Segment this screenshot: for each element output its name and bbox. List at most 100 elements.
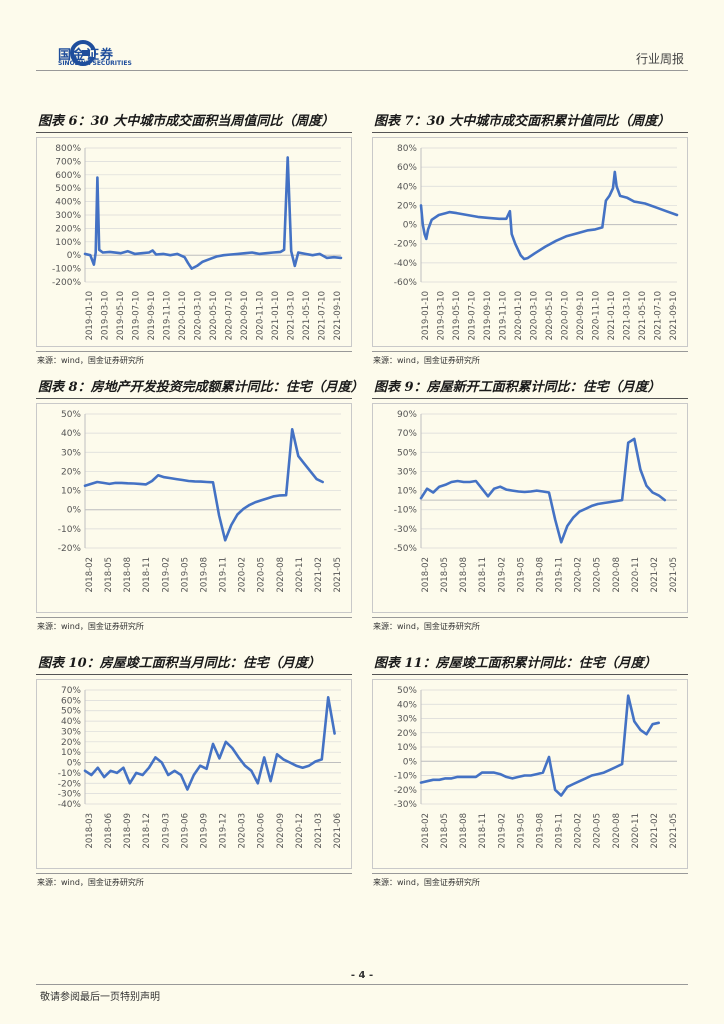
y-tick-label: -20% [58, 544, 82, 554]
chart-source: 来源：wind，国金证券研究所 [36, 351, 352, 366]
x-tick-label: 2018-02 [85, 557, 95, 593]
y-tick-label: -10% [394, 506, 418, 516]
chart-title: 图表 10：房屋竣工面积当月同比：住宅（月度） [36, 652, 352, 675]
y-tick-label: 0% [67, 251, 82, 261]
y-tick-label: 20% [397, 729, 417, 739]
x-tick-label: 2019-11 [555, 813, 565, 849]
x-tick-label: 2019-12 [219, 813, 229, 849]
x-tick-label: 2021-06 [333, 813, 343, 849]
y-tick-label: -30% [58, 790, 82, 800]
panel-chart-11: 图表 11：房屋竣工面积累计同比：住宅（月度） -30% -20% -10% 0% 10… [372, 652, 688, 888]
y-tick-label: 30% [397, 715, 417, 725]
x-tick-label: 2018-08 [123, 557, 133, 593]
x-tick-label: 2018-02 [421, 813, 431, 849]
x-tick-label: 2019-02 [161, 557, 171, 593]
chart-title: 图表 9：房屋新开工面积累计同比：住宅（月度） [372, 376, 688, 399]
y-tick-label: -40% [394, 259, 418, 269]
x-tick-label: 2018-05 [440, 813, 450, 849]
x-tick-label: 2019-05 [516, 813, 526, 849]
y-tick-label: -10% [58, 769, 82, 779]
y-tick-label: 50% [397, 686, 417, 696]
x-tick-label: 2018-09 [123, 813, 133, 849]
x-tick-label: 2020-11-10 [256, 291, 266, 340]
x-tick-label: 2020-11 [631, 557, 641, 593]
disclaimer: 敬请参阅最后一页特别声明 [40, 992, 160, 1003]
x-tick-label: 2019-09-10 [483, 291, 493, 340]
x-tick-label: 2021-02 [650, 813, 660, 849]
chart-container: -200% -100% 0% 100% 200% 300% 400% 500% 600% 700%… [36, 137, 352, 347]
x-tick-label: 2021-05-10 [638, 291, 648, 340]
y-tick-label: 10% [61, 487, 81, 497]
x-tick-label: 2019-05-10 [452, 291, 462, 340]
x-tick-label: 2018-02 [421, 557, 431, 593]
x-tick-label: 2019-11-10 [499, 291, 509, 340]
page-header: 国金证券 SINOLINK SECURITIES 行业周报 [0, 0, 724, 80]
y-tick-label: 70% [397, 429, 417, 439]
x-tick-label: 2019-08 [199, 557, 209, 593]
x-tick-label: 2019-11 [555, 557, 565, 593]
y-tick-label: 50% [61, 410, 81, 420]
y-tick-label: 0% [403, 757, 418, 767]
x-tick-label: 2020-03-10 [530, 291, 540, 340]
x-tick-label: 2019-11-10 [163, 291, 173, 340]
y-tick-label: 400% [55, 198, 81, 208]
x-tick-label: 2020-08 [276, 557, 286, 593]
x-tick-label: 2020-11 [295, 557, 305, 593]
y-tick-label: -30% [394, 525, 418, 535]
x-tick-label: 2020-09-10 [576, 291, 586, 340]
y-tick-label: 50% [397, 448, 417, 458]
x-tick-label: 2021-09-10 [669, 291, 679, 340]
y-tick-label: 30% [397, 467, 417, 477]
chart-title: 图表 11：房屋竣工面积累计同比：住宅（月度） [372, 652, 688, 675]
x-tick-label: 2021-07-10 [654, 291, 664, 340]
y-tick-label: 800% [55, 144, 81, 154]
y-tick-label: 10% [61, 748, 81, 758]
x-tick-label: 2019-03 [161, 813, 171, 849]
y-tick-label: 30% [61, 727, 81, 737]
y-tick-label: -200% [52, 278, 81, 288]
company-name-cn: 国金证券 [58, 48, 115, 63]
line-chart-investment-yoy: -20% -10% 0% 10% 20% 30% 40% 50% 2018-02 2018-05 2… [58, 410, 343, 593]
x-tick-label: 2020-02 [238, 557, 248, 593]
x-tick-label: 2018-11 [478, 557, 488, 593]
y-tick-label: -40% [58, 800, 82, 810]
y-tick-label: -100% [52, 265, 81, 275]
x-tick-label: 2019-03-10 [437, 291, 447, 340]
x-tick-label: 2018-06 [104, 813, 114, 849]
y-tick-label: 40% [61, 717, 81, 727]
x-tick-label: 2019-02 [497, 813, 507, 849]
series-line [83, 428, 324, 542]
x-tick-label: 2020-07-10 [225, 291, 235, 340]
y-tick-label: 20% [397, 201, 417, 211]
x-tick-label: 2020-11 [631, 813, 641, 849]
y-tick-label: 30% [61, 448, 81, 458]
x-tick-label: 2020-02 [574, 813, 584, 849]
x-tick-label: 2019-08 [535, 557, 545, 593]
x-tick-label: 2020-07-10 [561, 291, 571, 340]
chart-title: 图表 8：房地产开发投资完成额累计同比：住宅（月度） [36, 376, 364, 399]
series-line [83, 156, 343, 270]
y-tick-label: 40% [61, 429, 81, 439]
x-tick-label: 2020-05 [593, 813, 603, 849]
panel-chart-9: 图表 9：房屋新开工面积累计同比：住宅（月度） -50% -30% -10% 10% 3… [372, 376, 688, 632]
chart-title: 图表 7：30 大中城市成交面积累计值同比（周度） [372, 110, 688, 133]
x-tick-label: 2021-05 [333, 557, 343, 593]
chart-source: 来源：wind，国金证券研究所 [372, 617, 688, 632]
y-tick-label: 40% [397, 700, 417, 710]
panel-chart-8: 图表 8：房地产开发投资完成额累计同比：住宅（月度） -20% -10% 0% 10%… [36, 376, 364, 632]
y-tick-label: 500% [55, 184, 81, 194]
x-tick-label: 2019-01-10 [421, 291, 431, 340]
x-tick-label: 2020-03-10 [194, 291, 204, 340]
x-tick-label: 2018-03 [85, 813, 95, 849]
y-tick-label: 10% [397, 743, 417, 753]
y-tick-label: 80% [397, 144, 417, 154]
y-tick-label: -20% [394, 786, 418, 796]
x-tick-label: 2018-12 [142, 813, 152, 849]
x-tick-label: 2021-05 [669, 557, 679, 593]
panel-chart-7: 图表 7：30 大中城市成交面积累计值同比（周度） -60% -40% -20% 0%… [372, 110, 688, 366]
x-tick-label: 2019-05 [516, 557, 526, 593]
x-tick-label: 2021-02 [650, 557, 660, 593]
chart-container: -20% -10% 0% 10% 20% 30% 40% 50% 2018-02 2018-05 2… [36, 403, 352, 613]
y-tick-label: 20% [61, 738, 81, 748]
x-tick-label: 2021-05 [669, 813, 679, 849]
